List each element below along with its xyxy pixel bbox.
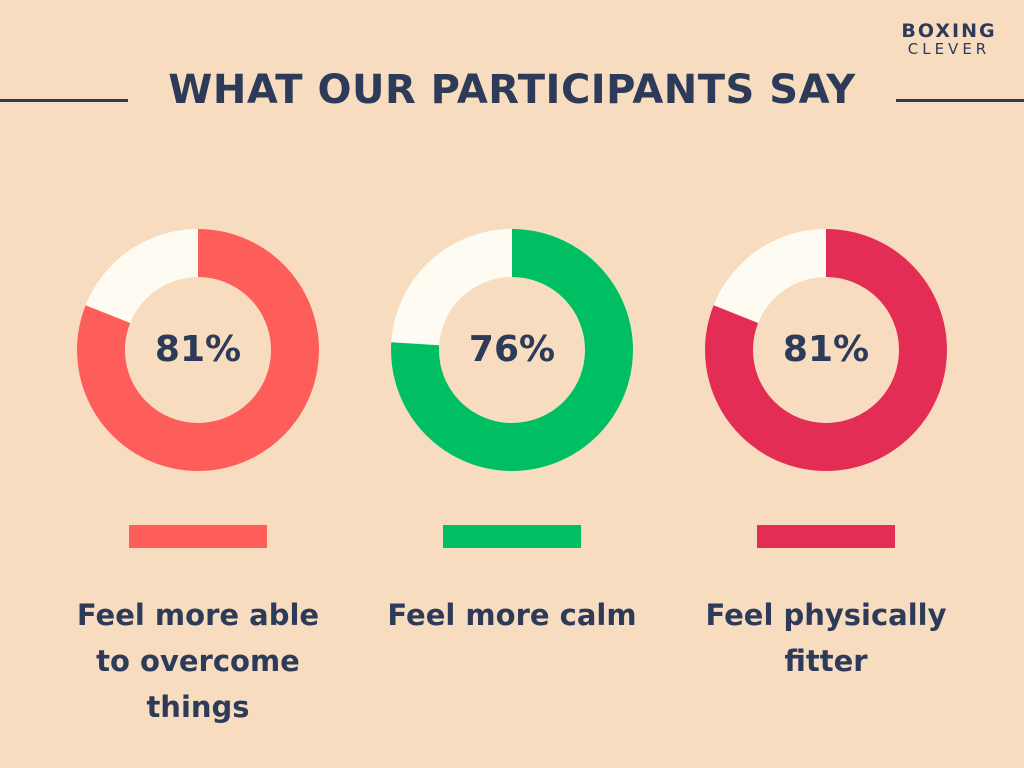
caption-2: Feel more calm: [387, 598, 637, 632]
donut-chart-2-svg: [391, 229, 633, 471]
caption-3: Feel physically fitter: [705, 598, 947, 678]
donut-chart-3: 81%: [704, 228, 948, 472]
donut-3-percent-label: 81%: [782, 329, 870, 370]
donut-chart-3-svg: [705, 229, 947, 471]
legend-bar-3: [757, 525, 895, 548]
donut-chart-1-svg: [77, 229, 319, 471]
legend-bar-1: [129, 525, 267, 548]
title-rule-left: [0, 99, 128, 102]
donut-chart-2: 76%: [390, 228, 634, 472]
donut-1-value-arc: [77, 229, 319, 471]
title-row: WHAT OUR PARTICIPANTS SAY: [0, 62, 1024, 118]
brand-logo: BOXING CLEVER: [897, 22, 1001, 57]
donut-2-value-arc: [391, 229, 633, 471]
donut-1-percent-label: 81%: [154, 329, 242, 370]
page-title: WHAT OUR PARTICIPANTS SAY: [168, 67, 856, 113]
legend-bar-2: [443, 525, 581, 548]
logo-line-1: BOXING: [901, 20, 997, 42]
donut-chart-1: 81%: [76, 228, 320, 472]
caption-1: Feel more able to overcome things: [76, 598, 320, 724]
title-rule-right: [896, 99, 1024, 102]
logo-line-2: CLEVER: [907, 40, 991, 58]
donut-2-percent-label: 76%: [468, 329, 556, 370]
donut-3-value-arc: [705, 229, 947, 471]
